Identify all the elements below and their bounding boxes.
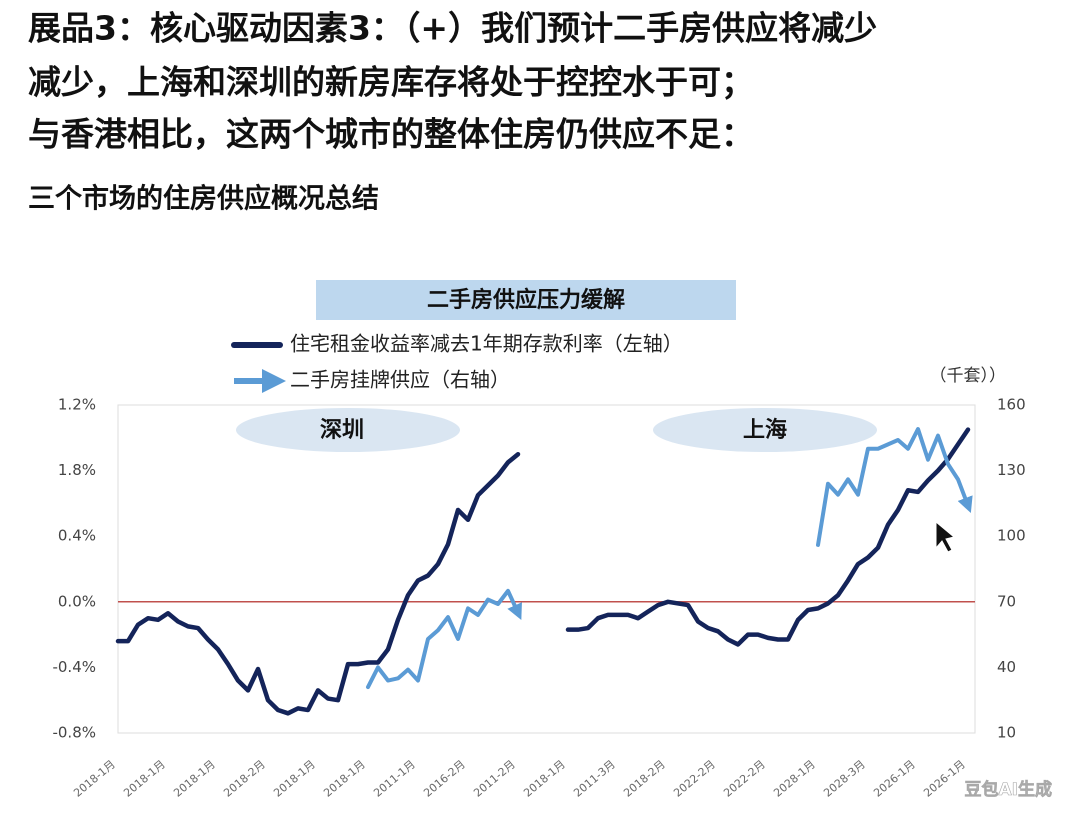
series-line <box>816 427 973 547</box>
x-tick-label: 2016-2月 <box>421 758 468 800</box>
x-tick-label: 2028-3月 <box>821 758 868 800</box>
chart-title: 二手房供应压力缓解 <box>427 287 625 313</box>
heading-line: 减少，上海和深圳的新房库存将处于控控水于可； <box>28 63 754 102</box>
x-tick-label: 2011-3月 <box>571 758 618 800</box>
x-tick-label: 2018-1月 <box>71 758 118 800</box>
x-tick-label: 2018-2月 <box>621 758 668 800</box>
x-tick-label: 2018-1月 <box>321 758 368 800</box>
heading-line: 展品3：核心驱动因素3：（+）我们预计二手房供应将减少 <box>28 9 877 48</box>
x-tick-label: 2018-1月 <box>271 758 318 800</box>
panel-label: 深圳 <box>320 418 364 443</box>
x-tick-label: 2018-1月 <box>121 758 168 800</box>
y2-tick-label: 10 <box>997 724 1016 742</box>
panel-label: 上海 <box>743 417 787 443</box>
y2-tick-label: 100 <box>997 527 1026 545</box>
cursor <box>935 520 956 553</box>
y-tick-label: -0.4% <box>52 658 96 676</box>
y2-tick-label: 70 <box>997 592 1016 610</box>
x-tick-label: 2018-1月 <box>521 758 568 800</box>
y2-tick-label: 130 <box>997 461 1026 479</box>
x-tick-label: 2026-1月 <box>871 758 918 800</box>
y-tick-label: 0.4% <box>58 527 96 545</box>
series-line <box>115 451 521 716</box>
watermark: 豆包AI生成 <box>965 779 1052 800</box>
x-tick-label: 2011-2月 <box>471 758 518 800</box>
x-tick-label: 2028-1月 <box>771 758 818 800</box>
panel-badge <box>653 408 877 452</box>
x-tick-label: 2022-2月 <box>671 758 718 800</box>
plot-area <box>117 404 976 734</box>
heading-line: 与香港相比，这两个城市的整体住房仍供应不足： <box>28 115 754 154</box>
x-tick-label: 2018-1月 <box>171 758 218 800</box>
y-tick-label: 0.0% <box>58 592 96 610</box>
y2-axis-label: （千套）） <box>930 366 1007 386</box>
legend-label: 二手房挂牌供应（右轴） <box>290 368 510 392</box>
y-tick-label: 1.8% <box>58 461 96 479</box>
legend-label: 住宅租金收益率减去1年期存款利率（左轴） <box>290 332 683 356</box>
y2-tick-label: 160 <box>997 396 1026 414</box>
y-tick-label: -0.8% <box>52 724 96 742</box>
title-box <box>316 280 736 320</box>
series-line <box>565 427 971 647</box>
x-tick-label: 2018-2月 <box>221 758 268 800</box>
y-tick-label: 1.2% <box>58 396 96 414</box>
series-line <box>366 588 522 690</box>
subtitle: 三个市场的住房供应概况总结 <box>28 183 379 215</box>
x-tick-label: 2011-1月 <box>371 758 418 800</box>
x-tick-label: 2026-1月 <box>921 758 968 800</box>
y2-tick-label: 40 <box>997 658 1016 676</box>
panel-badge <box>236 408 460 452</box>
x-tick-label: 2022-2月 <box>721 758 768 800</box>
